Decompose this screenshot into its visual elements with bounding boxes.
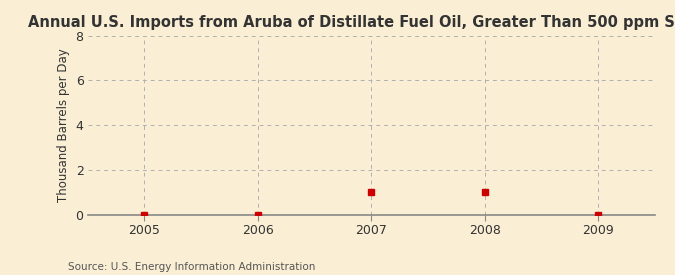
Text: Source: U.S. Energy Information Administration: Source: U.S. Energy Information Administ… (68, 262, 315, 272)
Title: Annual U.S. Imports from Aruba of Distillate Fuel Oil, Greater Than 500 ppm Sulf: Annual U.S. Imports from Aruba of Distil… (28, 15, 675, 31)
Y-axis label: Thousand Barrels per Day: Thousand Barrels per Day (57, 48, 70, 202)
